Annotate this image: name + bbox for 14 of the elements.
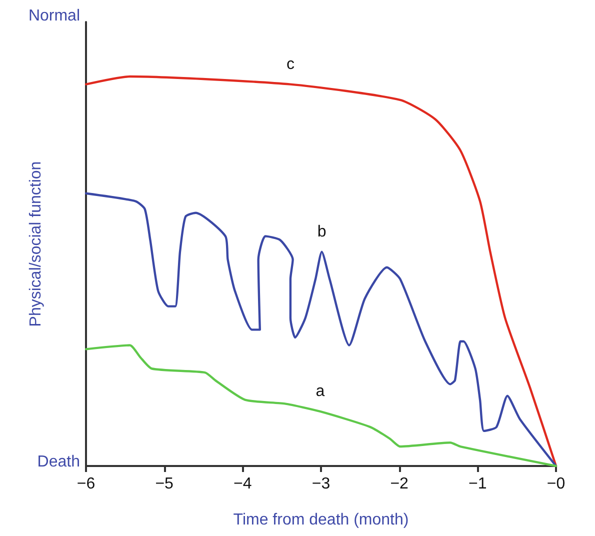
x-tick-label: −1 <box>468 476 487 492</box>
x-axis-title: Time from death (month) <box>233 512 409 528</box>
text: Normal <box>28 8 80 24</box>
y-axis-title: Physical/social function <box>28 161 44 327</box>
x-tick-label: −4 <box>234 476 252 492</box>
x-tick-label: −2 <box>390 476 409 492</box>
text: Death <box>37 454 80 470</box>
series-label: c <box>286 56 294 73</box>
series-label: a <box>316 382 325 400</box>
series-label: b <box>317 223 326 240</box>
x-tick-label: −6 <box>76 476 96 492</box>
x-tick-label: −3 <box>312 476 330 492</box>
x-tick-label: −5 <box>155 476 174 492</box>
x-tick-label: −0 <box>546 476 566 492</box>
